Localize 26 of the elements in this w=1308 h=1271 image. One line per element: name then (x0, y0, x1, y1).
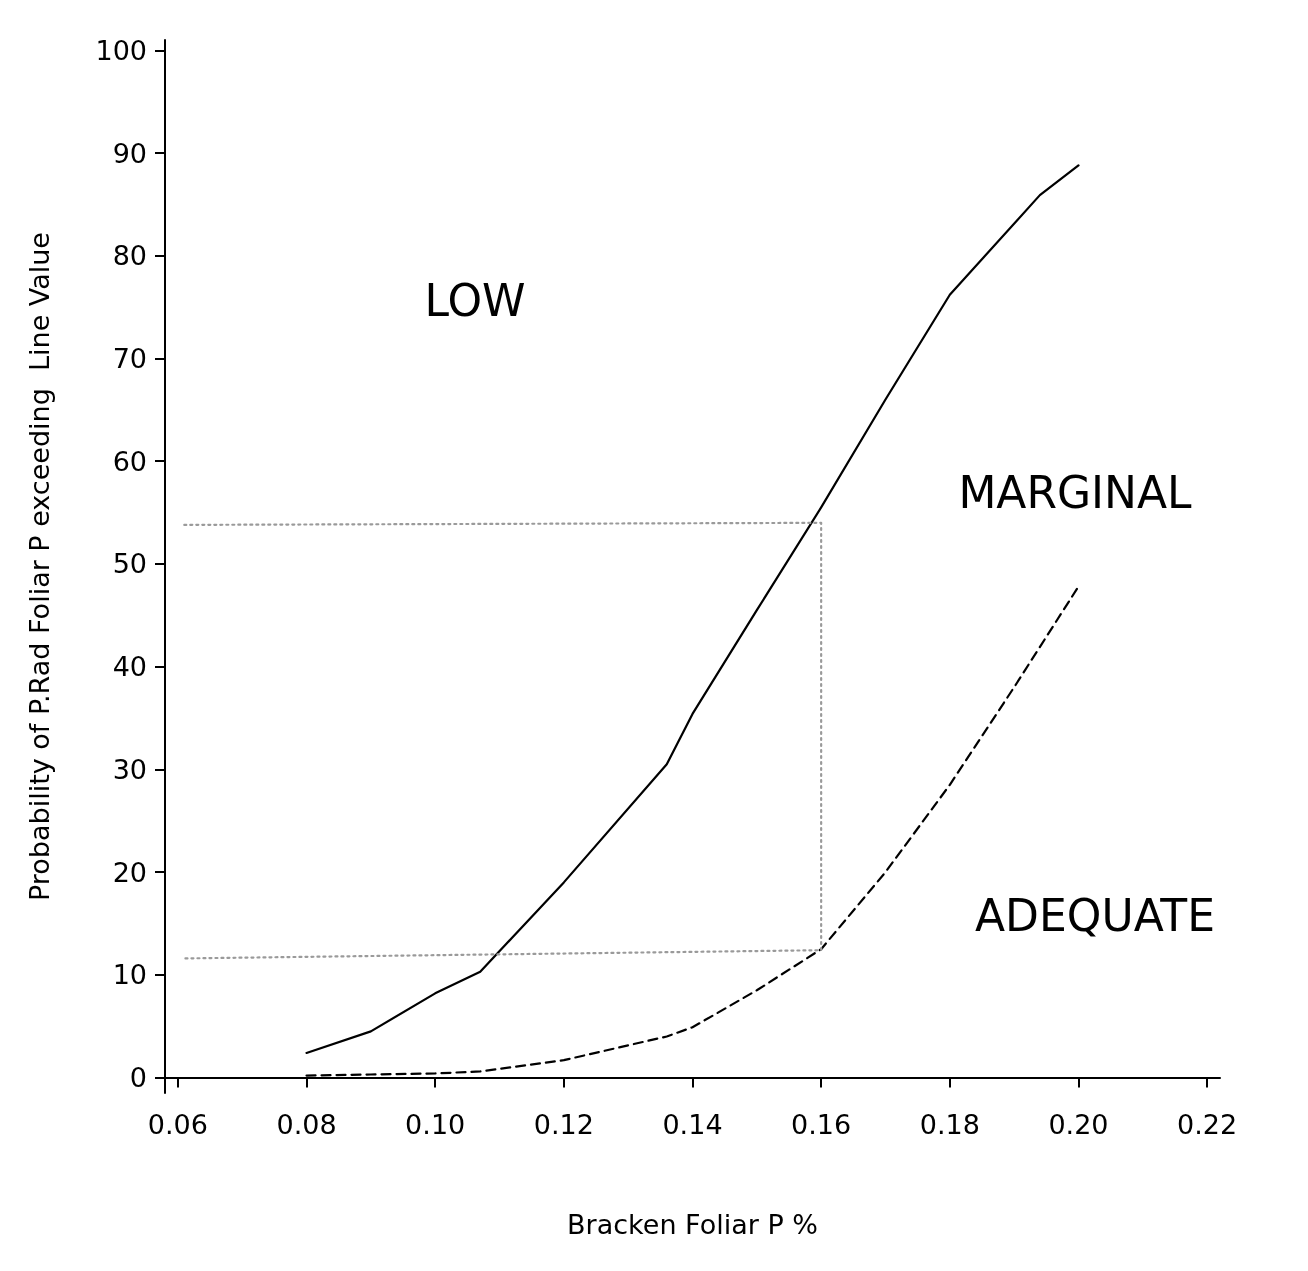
y-axis-title: Probability of P.Rad Foliar P exceeding Line Value (24, 232, 55, 901)
y-tick-label: 80 (112, 240, 147, 272)
x-tick-label: 0.10 (405, 1109, 466, 1140)
x-axis-title: Bracken Foliar P % (567, 1209, 818, 1240)
y-tick-label: 30 (112, 753, 147, 785)
x-tick-label: 0.06 (147, 1109, 208, 1140)
line-series (183, 521, 823, 960)
y-tick-label: 50 (112, 548, 147, 580)
y-tick-label: 70 (112, 342, 147, 374)
y-tick-label: 100 (95, 34, 147, 66)
x-tick-label: 0.14 (662, 1109, 723, 1140)
y-tick-label: 60 (112, 445, 147, 477)
x-tick-label: 0.20 (1048, 1109, 1109, 1140)
annotation: LOW (424, 274, 526, 326)
x-tick-label: 0.16 (791, 1109, 852, 1140)
y-tick-label: 20 (112, 856, 147, 888)
annotation: MARGINAL (958, 466, 1193, 518)
x-tick-label: 0.18 (919, 1109, 980, 1140)
y-tick-label: 90 (112, 137, 147, 169)
annotation: ADEQUATE (975, 889, 1215, 941)
x-tick-label: 0.08 (276, 1109, 337, 1140)
x-tick-label: 0.12 (533, 1109, 594, 1140)
y-tick-label: 10 (112, 959, 147, 991)
x-tick-label: 0.22 (1177, 1109, 1238, 1140)
y-tick-label: 40 (112, 651, 147, 683)
y-tick-label: 0 (129, 1062, 147, 1094)
